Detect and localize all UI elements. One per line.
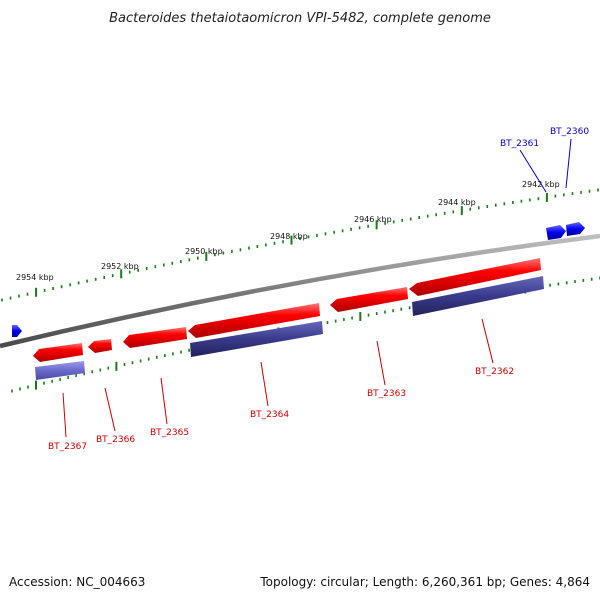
gene-arrow-bt-2364[interactable]	[188, 303, 320, 338]
gene-label-bt-2367[interactable]: BT_2367	[48, 442, 87, 452]
gene-arrow-bt-2363[interactable]	[330, 287, 408, 312]
gene-label-bt-2364[interactable]: BT_2364	[250, 410, 289, 420]
gene-label-bt-2366[interactable]: BT_2366	[96, 435, 135, 445]
ruler-label-2946: 2946 kbp	[354, 215, 392, 224]
ruler-label-2950: 2950 kbp	[185, 247, 223, 256]
gene-label-bt-2365[interactable]: BT_2365	[150, 428, 189, 438]
gene-label-bt-2362[interactable]: BT_2362	[475, 367, 514, 377]
ruler-label-2944: 2944 kbp	[438, 198, 476, 207]
cds-block-bt-2364[interactable]	[190, 321, 323, 357]
gene-label-bt-2361[interactable]: BT_2361	[500, 139, 539, 149]
cds-block-bt-2367[interactable]	[35, 361, 85, 380]
leader-bt-2365	[160, 377, 168, 425]
gene-label-bt-2363[interactable]: BT_2363	[367, 389, 406, 399]
outer-tick-track	[1, 188, 599, 302]
accession-text: Accession: NC_004663	[9, 575, 145, 589]
leader-bt-2362	[481, 318, 494, 364]
gene-arrow-bt-2366[interactable]	[88, 339, 112, 353]
gene-arrow-bt-2365[interactable]	[123, 327, 187, 348]
leader-bt-2367	[62, 392, 67, 438]
ruler-label-2954: 2954 kbp	[16, 273, 54, 282]
leader-bt-2363	[376, 340, 386, 386]
forward-gene-arrow-left[interactable]	[12, 325, 22, 337]
gene-arrow-bt-2360[interactable]	[566, 222, 585, 236]
genome-summary-text: Topology: circular; Length: 6,260,361 bp…	[259, 575, 590, 589]
leader-bt-2360	[565, 138, 572, 189]
ruler-label-2952: 2952 kbp	[101, 262, 139, 271]
ruler-label-2948: 2948 kbp	[270, 232, 308, 241]
leader-bt-2361	[519, 149, 547, 193]
gene-label-bt-2360[interactable]: BT_2360	[550, 127, 589, 137]
genome-backbone	[0, 233, 600, 349]
gene-arrow-bt-2362[interactable]	[409, 258, 541, 296]
leader-bt-2366	[104, 387, 116, 432]
gene-arrow-bt-2367[interactable]	[33, 343, 83, 362]
gene-arrow-bt-2361[interactable]	[546, 225, 566, 240]
leader-bt-2364	[260, 361, 269, 407]
cds-block-bt-2362[interactable]	[412, 276, 544, 316]
map-title: Bacteroides thetaiotaomicron VPI-5482, c…	[109, 11, 491, 26]
